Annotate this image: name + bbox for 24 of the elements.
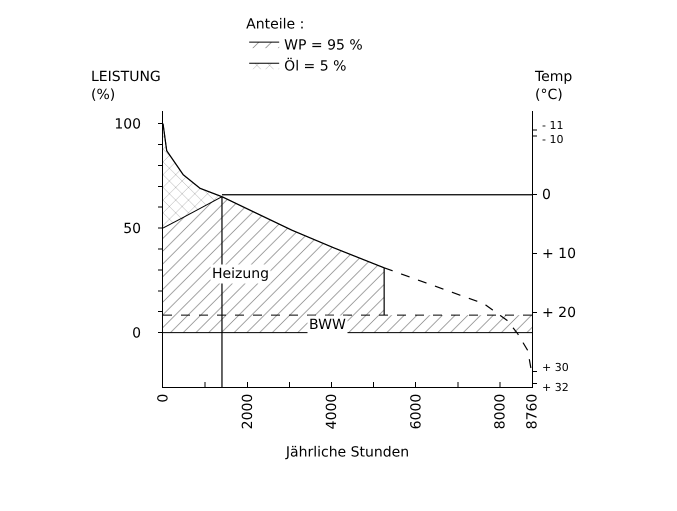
- x-tick-label: 8760: [524, 394, 541, 430]
- annotation: Heizung: [212, 266, 270, 282]
- y2-tick-label: + 30: [542, 361, 569, 374]
- y2-tick-label: + 10: [542, 246, 576, 262]
- y2-tick-label: - 11: [542, 119, 564, 132]
- y2-axis-title: Temp (°C): [534, 69, 572, 104]
- x-axis-title: Jährliche Stunden: [284, 444, 410, 461]
- x-tick-label: 8000: [492, 394, 509, 430]
- legend-label: WP = 95 %: [284, 38, 363, 54]
- y-tick-label: 50: [123, 220, 142, 237]
- x-tick-label: 4000: [324, 394, 340, 430]
- y-axis-title: LEISTUNG (%): [91, 69, 161, 104]
- y2-tick-label: - 10: [542, 133, 564, 146]
- y2-tick-label: + 20: [542, 305, 576, 321]
- x-tick-label: 0: [156, 394, 172, 403]
- y2-tick-label: + 32: [542, 381, 569, 394]
- x-tick-label: 6000: [408, 394, 424, 430]
- y2-tick-label: 0: [542, 187, 551, 203]
- x-tick-label: 2000: [240, 394, 256, 430]
- y-tick-label: 0: [132, 326, 142, 342]
- legend-title: Anteile :: [246, 16, 304, 32]
- annotation: BWW: [309, 317, 346, 333]
- y-tick-label: 100: [114, 116, 142, 132]
- legend-label: Öl = 5 %: [284, 58, 346, 75]
